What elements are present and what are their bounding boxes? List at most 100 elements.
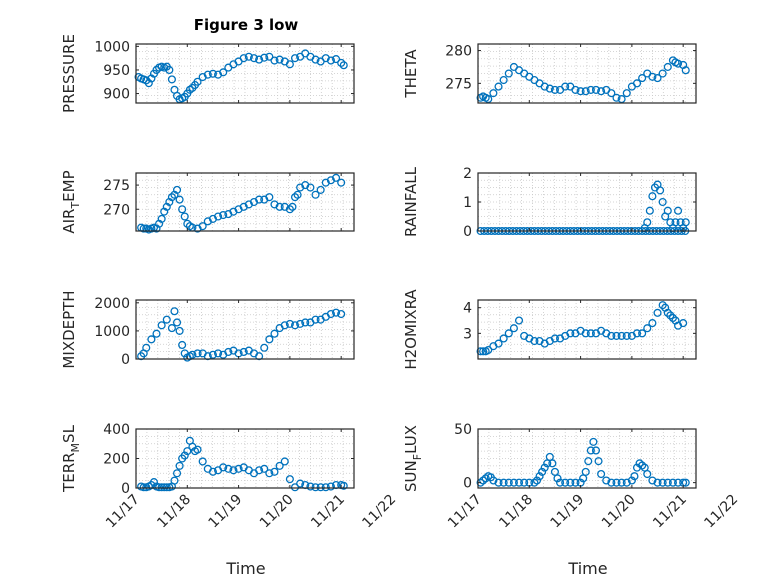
subplot-rainfall: 0 1 2 RAINFALL bbox=[402, 166, 697, 240]
data-point bbox=[326, 309, 335, 319]
grid bbox=[136, 429, 354, 488]
data-point bbox=[638, 329, 647, 338]
data-point bbox=[658, 301, 667, 310]
data-point bbox=[265, 193, 274, 202]
subplot-terr-msl: 0 200 400 11/17 11/18 11/19 11/20 11/21 11/22 TER… bbox=[60, 422, 399, 531]
data-point bbox=[658, 197, 667, 207]
series-points bbox=[476, 301, 688, 356]
data-point bbox=[149, 478, 159, 487]
data-point bbox=[265, 335, 274, 344]
data-point bbox=[673, 59, 683, 68]
y-tick-label: 2000 bbox=[94, 296, 130, 312]
data-point bbox=[260, 343, 269, 352]
data-point bbox=[193, 445, 202, 454]
axes-frame bbox=[135, 172, 355, 232]
data-point bbox=[167, 75, 176, 84]
data-point bbox=[571, 478, 580, 487]
data-point bbox=[632, 79, 642, 88]
data-point bbox=[540, 463, 549, 472]
data-point bbox=[208, 467, 217, 476]
data-point bbox=[244, 52, 253, 61]
grid bbox=[136, 173, 354, 231]
data-point bbox=[653, 74, 662, 83]
y-tick-label: 1000 bbox=[94, 324, 130, 340]
data-point bbox=[617, 331, 626, 340]
data-point bbox=[632, 329, 642, 338]
data-point bbox=[234, 464, 243, 473]
data-point bbox=[157, 214, 166, 223]
data-point bbox=[339, 481, 348, 490]
data-point bbox=[548, 459, 557, 468]
data-point bbox=[296, 479, 305, 488]
data-point bbox=[607, 478, 616, 487]
data-point bbox=[142, 343, 151, 352]
data-point bbox=[311, 190, 320, 199]
y-tick-label: 4 bbox=[463, 301, 472, 317]
data-point bbox=[550, 85, 559, 94]
data-point bbox=[586, 329, 595, 338]
data-point bbox=[553, 474, 562, 483]
data-point bbox=[139, 224, 148, 233]
data-point bbox=[581, 87, 590, 96]
data-point bbox=[224, 464, 233, 473]
x-tick-label: 11/20 bbox=[257, 492, 297, 532]
x-tick-label: 11/20 bbox=[599, 492, 639, 532]
data-point bbox=[566, 329, 575, 338]
y-tick-label: 280 bbox=[445, 44, 472, 60]
data-point bbox=[270, 56, 279, 65]
data-point bbox=[499, 478, 508, 487]
data-point bbox=[290, 321, 300, 330]
data-point bbox=[648, 192, 657, 201]
data-point bbox=[617, 478, 626, 487]
x-tick-label: 11/22 bbox=[701, 492, 741, 532]
data-point bbox=[538, 467, 547, 476]
data-point bbox=[280, 457, 289, 466]
y-tick-label: 0 bbox=[463, 476, 472, 492]
data-point bbox=[504, 69, 513, 78]
y-axis-label: H2OMIXRA bbox=[402, 289, 420, 370]
data-point bbox=[540, 82, 549, 91]
data-point bbox=[306, 482, 315, 491]
data-point bbox=[622, 478, 631, 487]
data-point bbox=[316, 483, 325, 492]
axes-frame bbox=[135, 299, 355, 360]
data-point bbox=[157, 321, 166, 330]
data-point bbox=[311, 315, 320, 324]
data-point bbox=[293, 190, 302, 199]
data-point bbox=[607, 89, 616, 98]
data-point bbox=[162, 483, 171, 492]
data-point bbox=[504, 329, 513, 338]
data-point bbox=[172, 185, 182, 194]
data-point bbox=[275, 461, 284, 470]
data-point bbox=[509, 324, 518, 333]
data-point bbox=[663, 478, 672, 487]
data-point bbox=[653, 308, 662, 317]
data-point bbox=[668, 313, 677, 323]
data-point bbox=[265, 52, 274, 61]
series-points bbox=[137, 173, 346, 234]
data-point bbox=[499, 334, 508, 343]
data-point bbox=[331, 308, 341, 317]
x-tick-label: 11/19 bbox=[206, 492, 246, 532]
data-point bbox=[152, 329, 161, 338]
data-point bbox=[180, 451, 189, 460]
data-point bbox=[214, 212, 223, 221]
data-point bbox=[147, 335, 156, 344]
data-point bbox=[275, 202, 284, 211]
data-point bbox=[530, 336, 539, 346]
data-point bbox=[673, 206, 683, 215]
axes-frame bbox=[477, 299, 697, 360]
series-points bbox=[134, 49, 348, 104]
data-point bbox=[260, 464, 269, 473]
data-point bbox=[285, 319, 294, 328]
y-axis-label: THETA bbox=[402, 49, 420, 99]
x-tick-label: 11/18 bbox=[154, 492, 194, 532]
data-point bbox=[239, 54, 248, 63]
data-point bbox=[326, 482, 335, 491]
data-point bbox=[285, 475, 294, 484]
data-point bbox=[532, 476, 542, 485]
data-point bbox=[658, 69, 667, 78]
series-points bbox=[476, 437, 690, 487]
data-point bbox=[180, 212, 189, 221]
